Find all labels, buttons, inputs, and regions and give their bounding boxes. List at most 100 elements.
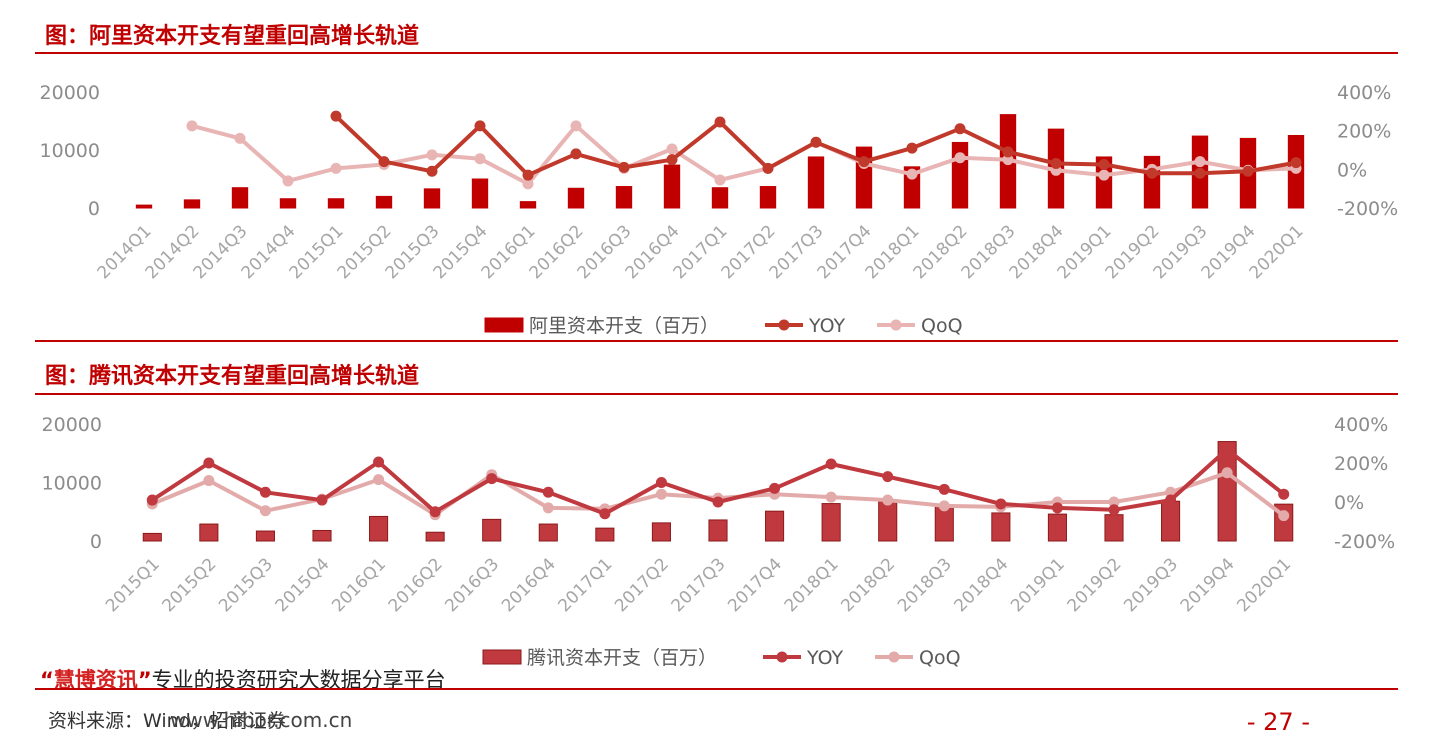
bar-2018Q4 [991,512,1011,542]
yoy-point-2016Q3 [618,161,630,173]
bar-2015Q4 [312,529,332,542]
qoq-point-2019Q2 [1108,496,1120,508]
qoq-point-2018Q2 [882,494,894,506]
bar-2019Q1 [1095,156,1113,209]
right-tick-label: 400% [1337,82,1391,104]
yoy-point-2017Q2 [655,477,667,488]
yoy-point-2016Q4 [666,154,678,166]
yoy-point-2019Q3 [1194,167,1206,179]
bar-2016Q1 [369,515,389,542]
yoy-point-2018Q2 [954,123,966,135]
chart2-title: 图：腾讯资本开支有望重回高增长轨道 [45,364,420,389]
left-axis-ticks: 20000 10000 0 [42,414,102,553]
qoq-point-2014Q2 [186,120,198,132]
bar-2019Q2 [1104,514,1124,542]
qoq-point-2016Q2 [570,120,582,132]
legend-qoq-label: QoQ [919,647,961,669]
yoy-point-2015Q2 [203,457,215,469]
bar-2015Q2 [199,523,219,542]
yoy-point-2015Q4 [316,494,328,506]
qoq-point-2016Q4 [542,502,554,514]
yoy-point-2019Q1 [1051,502,1063,514]
qoq-point-2016Q1 [522,178,534,190]
yoy-point-2019Q2 [1108,504,1120,516]
category-label: 2016Q2 [385,554,447,616]
yoy-point-2016Q2 [429,506,441,518]
category-label: 2019Q2 [1064,554,1126,616]
bar-2017Q1 [595,527,615,542]
legend-yoy-marker [776,651,788,663]
yoy-point-2017Q4 [769,482,781,494]
bar-2016Q3 [615,186,633,209]
bar-2014Q1 [135,204,153,209]
chart1-title: 图：阿里资本开支有望重回高增长轨道 [45,24,420,49]
yoy-point-2018Q4 [995,498,1007,510]
yoy-point-2019Q4 [1242,165,1254,177]
category-label: 2018Q2 [837,554,899,616]
legend-yoy-label: YOY [806,647,843,669]
legend-qoq-marker [890,319,902,331]
category-label: 2015Q3 [215,554,277,616]
right-tick-label: 0% [1334,492,1364,514]
qoq-point-2018Q3 [938,500,950,512]
legend-yoy-label: YOY [808,315,845,337]
footer-rule [35,688,1398,690]
legend-qoq-marker [888,651,900,663]
bar-2017Q2 [759,186,777,209]
yoy-point-2016Q4 [542,486,554,498]
left-tick-label: 10000 [42,473,102,495]
category-label: 2017Q1 [555,554,617,616]
left-tick-label: 10000 [40,140,100,162]
bar-2018Q2 [878,500,898,542]
qoq-point-2017Q2 [655,488,667,500]
chart2-title-rule [35,393,1398,395]
bar-2016Q2 [567,187,585,209]
qoq-point-2018Q2 [954,152,966,164]
right-tick-label: 0% [1337,159,1367,181]
yoy-point-2016Q2 [570,148,582,160]
qoq-point-2019Q3 [1194,156,1206,168]
bar-2017Q3 [807,156,825,209]
category-label: 2017Q4 [724,554,786,616]
bar-2016Q2 [425,531,445,542]
yoy-point-2018Q3 [938,483,950,495]
bar-2018Q1 [821,503,841,542]
page-number: - 27 - [1246,708,1310,736]
qoq-point-2015Q1 [330,162,342,174]
qoq-point-2017Q1 [714,174,726,186]
right-tick-label: 400% [1334,414,1388,436]
category-label: 2016Q3 [441,554,503,616]
legend-bar-swatch [484,317,524,333]
bar-series [142,441,1294,542]
yoy-point-2017Q3 [712,496,724,508]
yoy-point-2016Q1 [522,169,534,181]
yoy-point-2016Q3 [486,473,498,485]
yoy-point-2019Q1 [1098,159,1110,170]
yoy-series [146,443,1290,520]
category-label: 2015Q1 [102,554,164,616]
yoy-point-2016Q1 [373,456,385,468]
bar-2019Q1 [1047,513,1067,542]
yoy-point-2015Q3 [426,165,438,177]
yoy-point-2018Q1 [906,142,918,154]
qoq-point-2015Q3 [426,149,438,161]
qoq-point-2020Q1 [1278,510,1290,522]
promo-quote-open: “ [40,668,54,692]
bar-2014Q3 [231,187,249,209]
left-tick-label: 20000 [42,414,102,436]
legend-qoq-label: QoQ [921,315,963,337]
category-label: 2019Q3 [1120,554,1182,616]
yoy-point-2017Q3 [810,136,822,148]
yoy-point-2015Q4 [474,120,486,132]
qoq-point-2018Q1 [825,491,837,503]
yoy-point-2020Q1 [1290,157,1302,169]
yoy-series [330,110,1302,181]
bar-2015Q1 [142,532,162,542]
yoy-point-2017Q2 [762,162,774,174]
right-axis-ticks: 400% 200% 0% -200% [1334,414,1395,553]
category-label: 2018Q1 [781,554,843,616]
bar-2016Q3 [482,518,502,542]
left-axis-ticks: 20000 10000 0 [40,82,100,220]
yoy-point-2015Q3 [259,486,271,498]
bar-2017Q2 [651,522,671,542]
